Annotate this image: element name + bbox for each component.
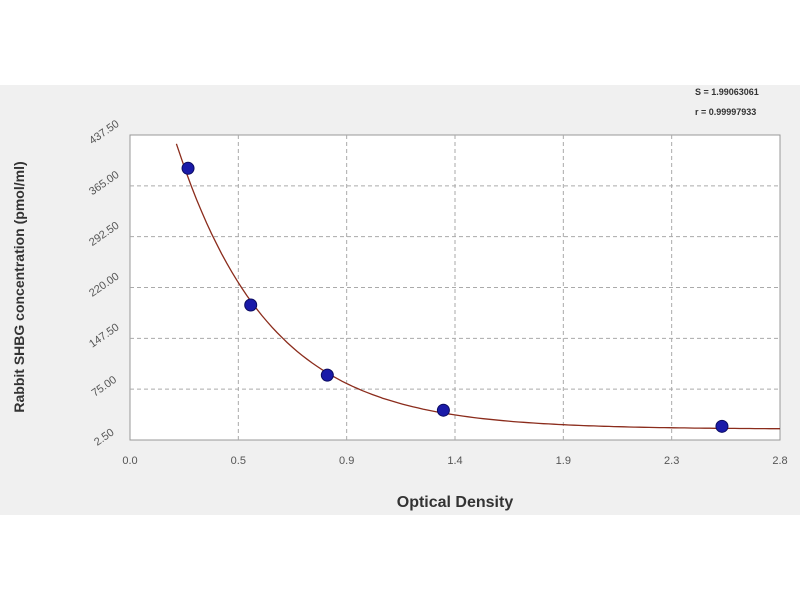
y-tick-label: 220.00 [87, 270, 121, 299]
data-point [320, 368, 334, 382]
y-tick-label: 365.00 [87, 169, 121, 198]
x-axis-title: Optical Density [397, 494, 514, 511]
fit-curve [175, 143, 780, 430]
y-tick-label: 75.00 [90, 374, 119, 400]
y-tick-label: 147.50 [87, 321, 121, 350]
curve-layer [175, 143, 780, 430]
data-point [715, 419, 729, 433]
x-tick-label: 1.9 [556, 455, 571, 467]
x-tick-label: 1.4 [447, 455, 462, 467]
y-tick-label: 292.50 [87, 220, 121, 249]
x-tick-label: 0.9 [339, 455, 354, 467]
chart-svg: 0.0 0.5 0.9 1.4 1.9 2.3 2.8 2.50 75.00 147.50 220.… [11, 87, 788, 511]
y-tick-label: 2.50 [92, 426, 116, 448]
y-tick-label: 437.50 [87, 118, 121, 147]
point-layer [181, 161, 729, 433]
stat-r: r = 0.99997933 [695, 107, 756, 117]
x-tick-label: 2.8 [772, 455, 787, 467]
data-point [181, 161, 195, 175]
data-point [244, 298, 258, 312]
y-axis-title: Rabbit SHBG concentration (pmol/ml) [11, 161, 27, 412]
chart-panel: 0.0 0.5 0.9 1.4 1.9 2.3 2.8 2.50 75.00 147.50 220.… [0, 85, 800, 515]
stat-s: S = 1.99063061 [695, 87, 759, 97]
data-point [436, 403, 450, 417]
x-tick-label: 0.0 [122, 455, 137, 467]
grid-layer [130, 135, 780, 440]
x-tick-label: 2.3 [664, 455, 679, 467]
x-tick-label: 0.5 [231, 455, 246, 467]
